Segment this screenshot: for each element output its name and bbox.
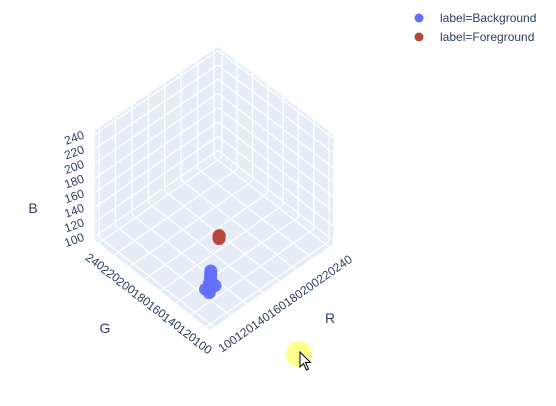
arrow-pointer-icon xyxy=(299,350,312,371)
legend-label-foreground: label=Foreground xyxy=(440,30,534,44)
gridline-floor-y xyxy=(205,240,330,328)
axis-title-g: G xyxy=(100,320,111,336)
axis-title-r: R xyxy=(325,310,335,326)
gridline-wall-z-left xyxy=(94,78,219,164)
gridline-wall-z-right xyxy=(217,135,334,227)
gridline-floor-y xyxy=(113,168,238,256)
tick-label-b: 120 xyxy=(62,215,86,235)
gridline-wall-z-right xyxy=(217,121,334,212)
tick-label-b: 140 xyxy=(62,201,86,221)
gridline-floor-y xyxy=(175,216,299,304)
legend-item-background[interactable]: label=Background xyxy=(414,11,537,25)
data-point[interactable] xyxy=(212,229,226,243)
gridline-wall-z-right xyxy=(217,64,334,154)
chart-scene[interactable]: 1001201401601802002202401001201401601802… xyxy=(28,47,355,357)
gridline-wall-z-left xyxy=(94,121,219,208)
gridline-floor-y xyxy=(129,180,253,268)
gridline-wall-z-right xyxy=(217,107,334,198)
legend-marker-background xyxy=(414,13,424,23)
gridline-wall-z-right xyxy=(217,149,334,241)
back-wall-left xyxy=(95,47,218,240)
legend-item-foreground[interactable]: label=Foreground xyxy=(414,30,535,44)
tick-label-b: 180 xyxy=(62,172,86,192)
gridline-floor-y xyxy=(144,192,269,280)
tick-label-b: 200 xyxy=(62,157,86,177)
gridline-floor-y xyxy=(190,228,315,316)
mouse-cursor xyxy=(286,341,312,371)
gridline-wall-z-left xyxy=(94,135,219,223)
series-background[interactable] xyxy=(198,264,222,300)
legend-label-background: label=Background xyxy=(440,11,536,25)
data-point[interactable] xyxy=(208,279,222,293)
tick-label-b: 160 xyxy=(62,186,86,206)
gridline-wall-z-right xyxy=(217,78,334,168)
gridline-wall-z-right xyxy=(217,50,334,139)
tick-label-b: 240 xyxy=(62,128,86,148)
tick-label-b: 100 xyxy=(62,230,86,250)
tick-label-b: 220 xyxy=(62,142,86,162)
gridline-floor-y xyxy=(159,204,284,292)
gridline-floor-y xyxy=(98,156,223,244)
legend[interactable]: label=Background label=Foreground xyxy=(414,11,537,44)
cursor-highlight xyxy=(286,341,312,367)
axis-title-b: B xyxy=(28,200,37,216)
legend-marker-foreground xyxy=(414,32,424,42)
data-point[interactable] xyxy=(204,264,218,278)
series-foreground[interactable] xyxy=(212,229,226,246)
gridline-wall-z-left xyxy=(94,50,219,135)
gridline-wall-z-left xyxy=(94,107,219,194)
gridline-wall-z-left xyxy=(94,92,219,179)
gridline-wall-z-left xyxy=(94,64,219,150)
back-wall-right xyxy=(218,47,333,244)
gridline-wall-z-right xyxy=(217,92,334,183)
gridline-wall-z-left xyxy=(94,149,219,237)
